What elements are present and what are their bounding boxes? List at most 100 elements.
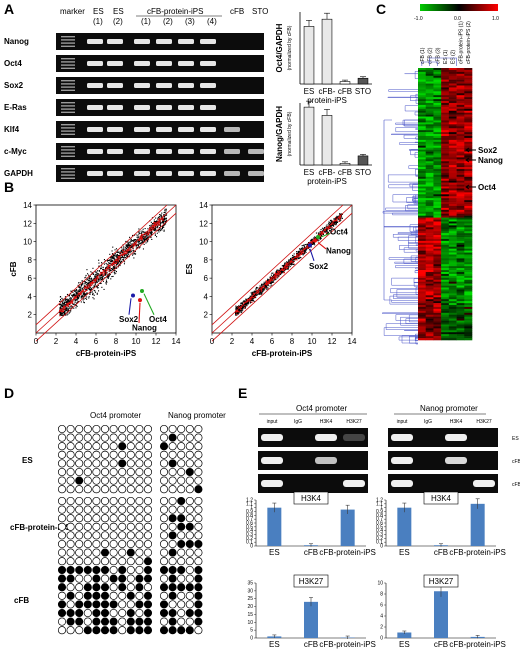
heatmap-cell bbox=[433, 200, 442, 203]
scatter-point bbox=[106, 265, 108, 267]
scatter-point bbox=[107, 259, 109, 261]
scatter-point bbox=[83, 281, 85, 283]
scatter-point-red bbox=[290, 261, 293, 263]
scatter-point bbox=[248, 302, 250, 304]
scatter-point bbox=[142, 236, 144, 238]
scatter-point bbox=[276, 271, 278, 273]
scatter-point bbox=[113, 259, 115, 261]
heatmap-cell bbox=[456, 217, 465, 220]
gel-band bbox=[178, 61, 194, 66]
dendrogram-branch bbox=[410, 255, 418, 262]
heatmap-cell bbox=[464, 326, 473, 329]
unmethylated-cpg bbox=[57, 591, 67, 600]
heatmap-cell bbox=[464, 101, 473, 104]
scatter-point bbox=[94, 291, 96, 293]
heatmap-cell bbox=[441, 246, 450, 249]
heatmap-cell bbox=[425, 102, 434, 106]
scatter-point-red bbox=[250, 298, 252, 300]
heatmap-cell bbox=[418, 108, 427, 112]
scatter-point bbox=[109, 272, 111, 274]
scatter-point bbox=[296, 252, 298, 254]
heatmap-cell bbox=[418, 172, 427, 176]
heatmap-cell bbox=[441, 122, 450, 125]
scatter-point-red bbox=[299, 253, 301, 255]
scatter-point bbox=[152, 227, 154, 229]
scatter-point bbox=[107, 276, 109, 278]
scatter-point-red bbox=[84, 285, 86, 287]
heatmap-cell bbox=[448, 110, 457, 113]
scatter-point bbox=[132, 249, 134, 251]
highlight-point bbox=[308, 243, 312, 248]
heatmap-cell bbox=[441, 293, 450, 296]
heatmap-cell bbox=[448, 143, 457, 147]
scatter-point bbox=[259, 290, 261, 292]
dendrogram-branch bbox=[409, 224, 418, 232]
scatter-point-red bbox=[256, 289, 258, 292]
heatmap-cell bbox=[418, 330, 427, 333]
heatmap-cell bbox=[418, 252, 427, 255]
scatter-point bbox=[307, 243, 309, 245]
heatmap-cell bbox=[418, 136, 427, 139]
scatter-point bbox=[127, 244, 129, 246]
heatmap-cell bbox=[456, 252, 465, 255]
scatter-point bbox=[110, 259, 112, 261]
scatter-point bbox=[76, 293, 78, 295]
scatter-point-red bbox=[254, 295, 257, 297]
gel-band bbox=[200, 39, 216, 44]
heatmap-cell bbox=[464, 306, 473, 310]
heatmap-cell bbox=[464, 114, 473, 117]
heatmap-cell bbox=[441, 153, 450, 156]
heatmap-cell bbox=[456, 89, 465, 92]
scatter-point bbox=[160, 221, 162, 223]
scatter-point bbox=[329, 219, 331, 221]
unmethylated-cpg bbox=[100, 574, 110, 583]
scatter-point-red bbox=[282, 269, 284, 271]
scatter-point bbox=[128, 243, 130, 245]
heatmap-cell bbox=[418, 190, 427, 193]
scatter-point bbox=[295, 258, 297, 260]
heatmap-cell bbox=[456, 73, 465, 77]
scatter-point bbox=[69, 300, 71, 302]
unmethylated-cpg bbox=[100, 531, 110, 540]
heatmap-cell bbox=[464, 242, 473, 246]
heatmap-cell bbox=[418, 73, 427, 77]
dendrogram-branch bbox=[405, 318, 418, 324]
heatmap-cell bbox=[464, 202, 473, 205]
scatter-point bbox=[133, 239, 135, 241]
scatter-point bbox=[93, 294, 95, 296]
scatter-point bbox=[164, 220, 166, 222]
dendrogram-branch bbox=[406, 197, 418, 203]
heatmap-cell bbox=[433, 254, 442, 257]
unmethylated-cpg bbox=[83, 467, 92, 477]
scatter-point-red bbox=[257, 292, 259, 294]
heatmap-cell bbox=[433, 260, 442, 263]
heatmap-cell bbox=[456, 85, 465, 88]
scatter-point bbox=[256, 292, 258, 294]
heatmap-cell bbox=[448, 215, 457, 218]
scatter-point bbox=[59, 308, 61, 310]
scatter-point bbox=[122, 256, 124, 258]
scatter-point bbox=[251, 299, 253, 301]
scatter-point-red bbox=[236, 313, 238, 316]
heatmap-cell bbox=[418, 336, 427, 339]
heatmap-cell bbox=[441, 116, 450, 119]
scatter-point bbox=[128, 241, 130, 243]
heatmap-cell bbox=[456, 132, 465, 135]
heatmap-cell bbox=[425, 174, 434, 178]
scatter-point bbox=[329, 221, 331, 223]
heatmap-cell bbox=[441, 180, 450, 183]
heatmap-cell bbox=[418, 139, 427, 143]
heatmap-cell bbox=[441, 85, 450, 88]
scatter-point bbox=[110, 264, 112, 266]
scatter-point bbox=[149, 231, 151, 233]
heatmap-cell bbox=[433, 68, 442, 71]
scatter-point-red bbox=[296, 255, 298, 257]
heatmap-cell bbox=[425, 99, 434, 102]
scatter-point bbox=[137, 246, 139, 248]
heatmap-cell bbox=[448, 248, 457, 251]
heatmap-cell bbox=[441, 237, 450, 240]
scatter-point bbox=[127, 252, 129, 254]
heatmap-cell bbox=[448, 242, 457, 246]
heatmap-cell bbox=[433, 238, 442, 242]
heatmap-cell bbox=[448, 291, 457, 294]
